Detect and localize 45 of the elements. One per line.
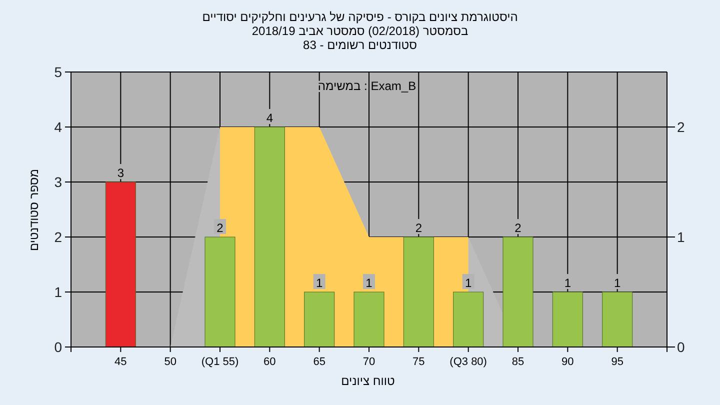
chart-subtitle: בסמסטר (02/2018) סמסטר אביב 2018/19 — [252, 24, 468, 38]
y2-tick-label: 0 — [677, 339, 685, 355]
data-label: 2 — [216, 221, 224, 235]
bar — [552, 292, 583, 348]
y-tick-label: 0 — [54, 339, 62, 355]
x-tick-label: (Q3 80) — [450, 356, 487, 368]
data-label: 2 — [514, 221, 522, 235]
bar — [502, 236, 534, 348]
x-tick-label: 90 — [562, 356, 574, 368]
y-tick-label: 5 — [54, 64, 62, 80]
data-label: 1 — [564, 276, 572, 290]
y-tick-label: 4 — [54, 119, 62, 135]
bar — [204, 236, 236, 348]
x-tick-label: 70 — [362, 356, 376, 368]
y2-tick-label: 2 — [677, 119, 685, 135]
x-tick-label: 75 — [412, 356, 425, 368]
bar — [403, 236, 434, 348]
data-label: 4 — [266, 111, 274, 125]
y-tick-label: 1 — [54, 284, 62, 300]
data-label: 1 — [366, 276, 373, 290]
x-tick-label: 50 — [164, 356, 176, 368]
bar — [304, 292, 335, 348]
x-tick-label: 65 — [313, 356, 326, 368]
data-label: 3 — [117, 166, 124, 180]
data-label: 1 — [316, 276, 323, 290]
x-tick-label: (Q1 55) — [201, 356, 239, 368]
x-tick-label: 45 — [114, 356, 127, 368]
x-tick-label: 85 — [512, 356, 524, 368]
text: סטודנטים רשומים - 83 — [303, 38, 418, 52]
chart-title: היסטוגרמת ציונים בקורס - פיסיקה של גרעינים וחלקיקים יסודיים — [202, 10, 518, 24]
bar — [105, 182, 136, 348]
x-tick-label: 60 — [264, 356, 276, 368]
data-label: 2 — [415, 221, 422, 235]
data-label: 1 — [464, 276, 472, 290]
y-axis-title: מספר סטודנטים — [27, 168, 41, 252]
bar — [354, 292, 384, 348]
bar — [453, 292, 484, 348]
y2-tick-label: 1 — [677, 229, 685, 245]
x-tick-label: 95 — [611, 356, 624, 368]
y-tick-label: 2 — [54, 229, 62, 245]
x-axis-title: טווח ציונים — [341, 374, 396, 388]
bar — [602, 292, 633, 348]
y-tick-label: 3 — [54, 174, 62, 190]
bar — [254, 126, 285, 348]
data-label: 1 — [614, 276, 621, 290]
